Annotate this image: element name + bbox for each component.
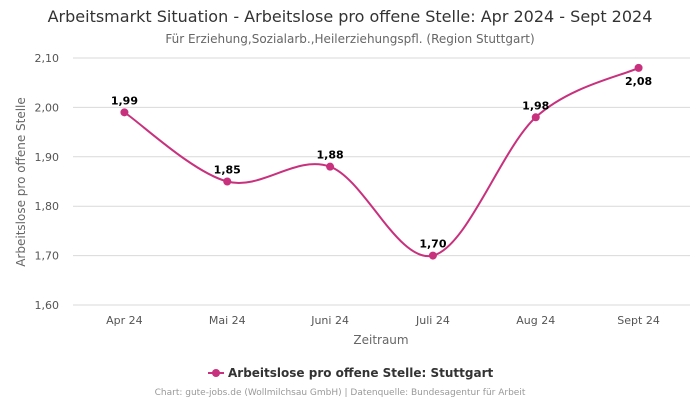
y-tick-label: 1,70 [35, 250, 60, 263]
data-point[interactable] [634, 63, 643, 72]
data-label: 2,08 [625, 75, 652, 88]
data-point[interactable] [120, 108, 129, 117]
data-point[interactable] [428, 251, 437, 260]
x-axis-ticks: Apr 24 Mai 24 Juni 24 Juli 24 Aug 24 Sept 24 [106, 314, 660, 327]
x-tick-label: Juni 24 [310, 314, 349, 327]
x-tick-label: Apr 24 [106, 314, 143, 327]
data-label: 1,99 [111, 94, 138, 107]
y-tick-label: 2,10 [35, 52, 60, 65]
data-point[interactable] [223, 177, 232, 186]
data-label: 1,70 [419, 238, 446, 251]
data-point[interactable] [531, 113, 540, 122]
data-label: 1,85 [214, 164, 241, 177]
y-tick-label: 2,00 [35, 101, 60, 114]
x-tick-label: Sept 24 [617, 314, 660, 327]
y-tick-label: 1,80 [35, 200, 60, 213]
grid-lines [73, 57, 690, 306]
legend-dot-marker [212, 369, 220, 377]
y-axis-label: Arbeitslose pro offene Stelle [14, 97, 28, 267]
x-tick-label: Juli 24 [415, 314, 450, 327]
y-axis-ticks: 1,60 1,70 1,80 1,90 2,00 2,10 [35, 52, 60, 312]
data-label: 1,98 [522, 99, 549, 112]
legend-entry-stuttgart[interactable]: Arbeitslose pro offene Stelle: Stuttgart [228, 366, 493, 380]
data-labels: 1,99 1,85 1,88 1,70 1,98 2,08 [111, 75, 652, 251]
x-tick-label: Mai 24 [209, 314, 246, 327]
chart-title: Arbeitsmarkt Situation - Arbeitslose pro… [48, 7, 653, 26]
data-label: 1,88 [317, 149, 344, 162]
chart-subtitle: Für Erziehung,Sozialarb.,Heilerziehungsp… [165, 32, 534, 46]
series-line [123, 66, 640, 257]
data-points [120, 63, 643, 260]
y-tick-label: 1,90 [35, 151, 60, 164]
legend[interactable]: Arbeitslose pro offene Stelle: Stuttgart [208, 366, 493, 380]
data-point[interactable] [326, 162, 335, 171]
chart-credits: Chart: gute-jobs.de (Wollmilchsau GmbH) … [155, 388, 526, 398]
y-tick-label: 1,60 [35, 299, 60, 312]
x-axis-label: Zeitraum [353, 333, 408, 347]
x-tick-label: Aug 24 [516, 314, 555, 327]
